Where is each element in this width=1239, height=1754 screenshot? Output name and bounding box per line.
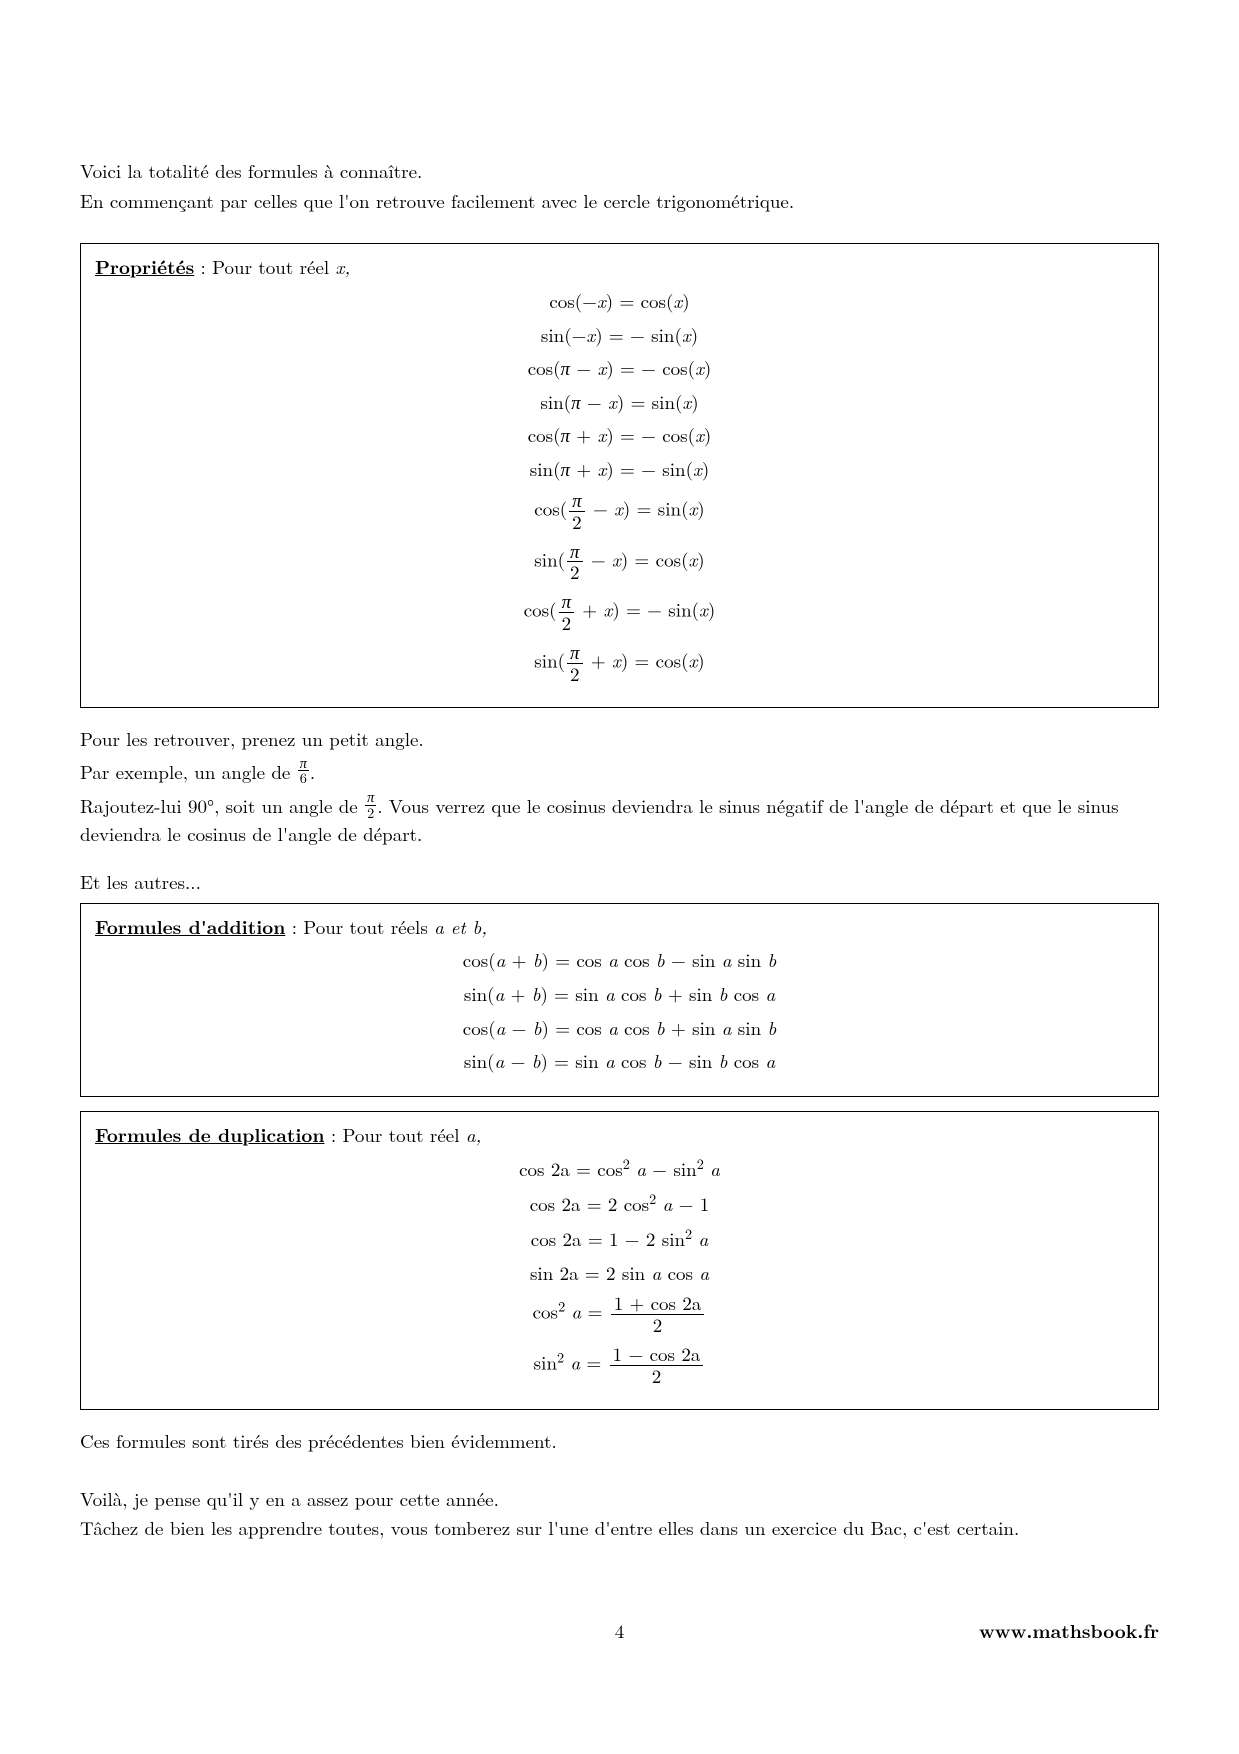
outro-line-1: Ces formules sont tirés des précédentes … xyxy=(80,1428,1159,1454)
formula: cos(a + b) = cos a cos b − sin a sin b xyxy=(95,947,1144,973)
formula: sin(π − x) = sin(x) xyxy=(95,389,1144,415)
formula: sin(a − b) = sin a cos b − sin b cos a xyxy=(95,1048,1144,1074)
duplication-var: a, xyxy=(466,1121,482,1148)
properties-formulas: cos(−x) = cos(x) sin(−x) = − sin(x) cos(π … xyxy=(95,288,1144,685)
page-number: 4 xyxy=(615,1618,625,1644)
formula: cos(π2 + x) = − sin(x) xyxy=(95,591,1144,634)
formula: sin(−x) = − sin(x) xyxy=(95,322,1144,348)
document-page: Voici la totalité des formules à connaît… xyxy=(0,0,1239,1754)
formula: sin 2a = 2 sin a cos a xyxy=(95,1260,1144,1286)
formula: cos2 a = 1 + cos 2a2 xyxy=(95,1293,1144,1336)
duplication-box: Formules de duplication : Pour tout réel… xyxy=(80,1111,1159,1410)
formula: sin2 a = 1 − cos 2a2 xyxy=(95,1344,1144,1387)
outro-line-3: Tâchez de bien les apprendre toutes, vou… xyxy=(80,1515,1159,1541)
formula: sin(π + x) = − sin(x) xyxy=(95,456,1144,482)
properties-title: Propriétés xyxy=(95,252,194,280)
properties-box: Propriétés : Pour tout réel x, cos(−x) =… xyxy=(80,243,1159,708)
fraction-pi-2: π2 xyxy=(365,790,376,821)
formula: cos(π + x) = − cos(x) xyxy=(95,422,1144,448)
duplication-formulas: cos 2a = cos2 a − sin2 a cos 2a = 2 cos2 … xyxy=(95,1155,1144,1387)
mid-line-1: Pour les retrouver, prenez un petit angl… xyxy=(80,726,1159,752)
formula: cos(π2 − x) = sin(x) xyxy=(95,490,1144,533)
outro-line-2: Voilà, je pense qu'il y en a assez pour … xyxy=(80,1486,1159,1512)
addition-vars: a et b, xyxy=(434,913,487,940)
addition-title-suffix: : Pour tout réels xyxy=(285,913,434,940)
mid-line-2: Par exemple, un angle de π6. xyxy=(80,756,1159,787)
formula: sin(π2 + x) = cos(x) xyxy=(95,642,1144,685)
intro-line-2: En commençant par celles que l'on retrou… xyxy=(80,188,1159,214)
formula: sin(π2 − x) = cos(x) xyxy=(95,541,1144,584)
duplication-title: Formules de duplication xyxy=(95,1120,325,1148)
formula: cos(π − x) = − cos(x) xyxy=(95,355,1144,381)
formula: cos(−x) = cos(x) xyxy=(95,288,1144,314)
formula: cos 2a = cos2 a − sin2 a xyxy=(95,1155,1144,1182)
formula: sin(a + b) = sin a cos b + sin b cos a xyxy=(95,981,1144,1007)
fraction-pi-6: π6 xyxy=(298,756,309,787)
formula: cos 2a = 2 cos2 a − 1 xyxy=(95,1190,1144,1217)
mid-line-4: Et les autres... xyxy=(80,869,1159,895)
addition-title: Formules d'addition xyxy=(95,912,285,940)
formula: cos(a − b) = cos a cos b + sin a sin b xyxy=(95,1015,1144,1041)
footer-site: www.mathsbook.fr xyxy=(979,1618,1159,1644)
properties-var: x, xyxy=(336,253,351,280)
formula: cos 2a = 1 − 2 sin2 a xyxy=(95,1225,1144,1252)
duplication-title-suffix: : Pour tout réel xyxy=(325,1121,466,1148)
intro-line-1: Voici la totalité des formules à connaît… xyxy=(80,158,1159,184)
page-footer: 4 www.mathsbook.fr xyxy=(80,1618,1159,1644)
properties-title-suffix: : Pour tout réel xyxy=(194,253,335,280)
addition-formulas: cos(a + b) = cos a cos b − sin a sin b si… xyxy=(95,947,1144,1074)
addition-box: Formules d'addition : Pour tout réels a … xyxy=(80,903,1159,1097)
mid-line-3: Rajoutez-lui 90°, soit un angle de π2. V… xyxy=(80,790,1159,847)
